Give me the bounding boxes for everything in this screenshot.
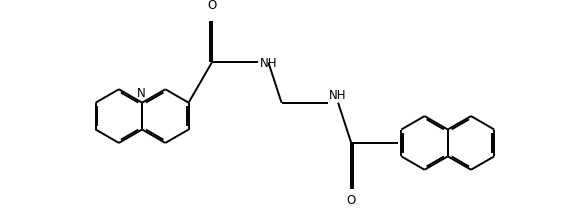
Text: O: O (347, 194, 356, 207)
Text: O: O (207, 0, 216, 12)
Text: N: N (137, 87, 146, 100)
Text: NH: NH (329, 89, 346, 102)
Text: NH: NH (260, 57, 277, 70)
